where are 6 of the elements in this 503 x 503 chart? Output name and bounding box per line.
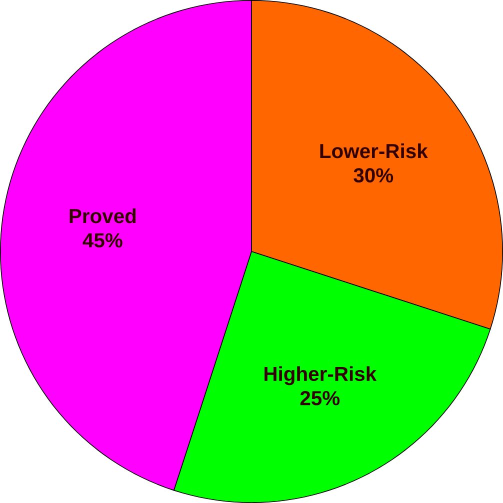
data-label: 25% [300,390,340,406]
slice-label: Lower-Risk [320,143,428,158]
data-label: 45% [82,233,122,248]
slice-label: Higher-Risk [264,366,377,386]
data-label: 30% [354,168,394,183]
slice-label: Proved [70,208,136,224]
